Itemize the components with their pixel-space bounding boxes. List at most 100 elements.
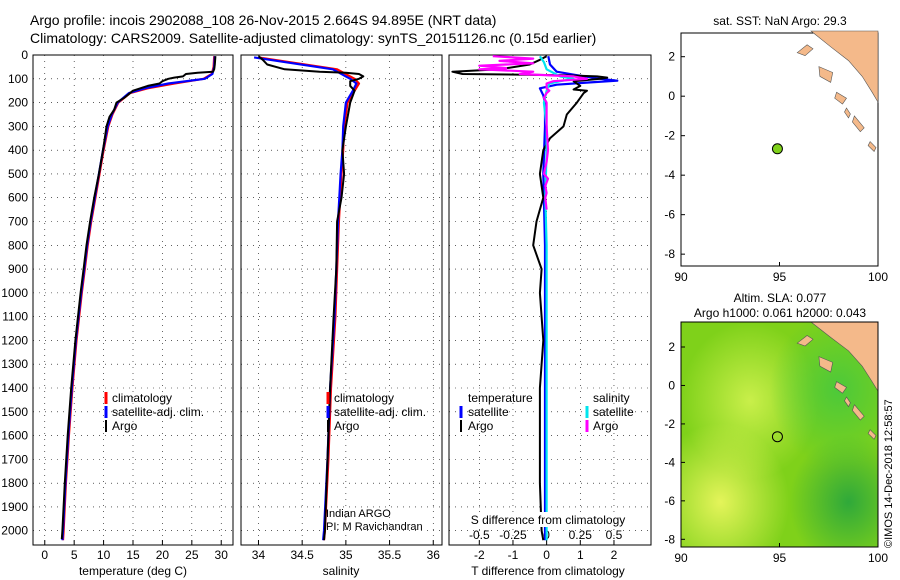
s-diff-tick-label: 0.25 (569, 528, 593, 542)
island (796, 44, 814, 57)
x-tick-label: 25 (185, 548, 199, 562)
map-y-tick-label: -8 (664, 247, 675, 261)
salinity-series (253, 55, 365, 541)
map-x-tick-label: 90 (674, 270, 688, 284)
annotation-line-1: Indian ARGO (326, 508, 391, 520)
map-x-tick-label: 100 (868, 270, 888, 284)
series-line-climatology (61, 56, 216, 541)
temperature-plot-frame (32, 54, 234, 546)
depth-tick-label: 1600 (1, 429, 28, 443)
depth-tick-label: 700 (8, 215, 28, 229)
depth-tick-label: 2000 (1, 524, 28, 538)
map-y-tick-label: -6 (664, 208, 675, 222)
temperature-legend: climatology satellite-adj. clim. Argo (104, 391, 204, 433)
x-tick-label: 1 (577, 548, 584, 562)
map-y-tick-label: -8 (664, 532, 675, 546)
x-tick-label: 15 (126, 548, 140, 562)
depth-tick-label: 1200 (1, 333, 28, 347)
legend-label-t-satellite: satellite (468, 405, 509, 419)
map-x-tick-label: 95 (773, 551, 787, 565)
x-tick-label: 34.5 (290, 548, 314, 562)
legend-label-satellite: satellite-adj. clim. (334, 405, 426, 419)
map-y-tick-label: 0 (668, 89, 675, 103)
annotation-line-2: PI: M Ravichandran (326, 521, 423, 533)
series-line-t-argo (451, 55, 609, 541)
depth-tick-label: 1500 (1, 405, 28, 419)
series-line-satellite-adj-clim- (61, 56, 216, 541)
x-tick-label: 35.5 (378, 548, 402, 562)
map-x-tick-label: 95 (773, 270, 787, 284)
temperature-panel: 0100200300400500600700800900100011001200… (1, 48, 234, 578)
legend-label-argo: Argo (334, 419, 360, 433)
legend-title-salinity: salinity (593, 391, 630, 405)
title-line-2: Climatology: CARS2009. Satellite-adjuste… (30, 30, 596, 46)
title-line-1: Argo profile: incois 2902088_108 26-Nov-… (30, 12, 496, 28)
depth-tick-label: 200 (8, 96, 28, 110)
sst-map-title: sat. SST: NaN Argo: 29.3 (713, 14, 847, 28)
legend-label-s-satellite: satellite (593, 405, 634, 419)
salinity-plot-frame (240, 54, 443, 546)
x-tick-label: 20 (156, 548, 170, 562)
sla-field-low-area-east (681, 322, 878, 547)
salinity-legend: climatology satellite-adj. clim. Argo (326, 391, 426, 433)
temperature-series (60, 56, 217, 541)
island (852, 115, 865, 133)
x-tick-label: 35 (339, 548, 353, 562)
map-x-tick-label: 90 (674, 551, 688, 565)
depth-tick-label: 1300 (1, 357, 28, 371)
depth-tick-label: 1400 (1, 381, 28, 395)
map-x-tick-label: 100 (868, 551, 888, 565)
depth-tick-label: 1100 (2, 310, 28, 324)
credit-text: ©IMOS 14-Dec-2018 12:58:57 (883, 399, 895, 548)
island (852, 404, 865, 421)
legend-label-t-argo: Argo (468, 419, 494, 433)
legend-label-s-argo: Argo (593, 419, 619, 433)
t-difference-x-label: T difference from climatology (471, 564, 625, 578)
sla-map-land (796, 321, 879, 440)
t-difference-x-tick-labels: -2 -1 0 1 2 (474, 548, 618, 562)
series-line-argo (60, 56, 217, 540)
x-tick-label: 5 (71, 548, 78, 562)
depth-tick-label: 500 (8, 167, 28, 181)
x-tick-label: -1 (508, 548, 519, 562)
series-line-s-argo (478, 55, 589, 210)
temperature-grid (33, 54, 233, 545)
depth-tick-labels: 0 100 200 300 400 500 600 700 800 900 1000 1100 1200… (1, 48, 28, 538)
island (796, 335, 814, 347)
depth-tick-label: 1700 (1, 452, 28, 466)
s-difference-x-label: S difference from climatology (471, 513, 626, 527)
x-tick-label: 30 (215, 548, 229, 562)
depth-tick-label: 1900 (1, 500, 28, 514)
map-y-tick-label: -4 (664, 168, 675, 182)
series-line-t-satellite (538, 55, 619, 541)
island (844, 396, 851, 408)
depth-tick-label: 0 (21, 48, 28, 62)
salinity-x-tick-labels: 34 34.5 35 35.5 36 (252, 548, 440, 562)
difference-grid (449, 54, 651, 545)
difference-legend-salinity: salinity satellite Argo (585, 391, 634, 433)
sst-map-ticks: 90 95 100 2 0 -2 -4 -6 -8 (664, 50, 888, 284)
legend-title-temperature: temperature (468, 391, 533, 405)
x-tick-label: 36 (427, 548, 441, 562)
x-tick-label: 2 (611, 548, 618, 562)
legend-label-satellite: satellite-adj. clim. (112, 405, 204, 419)
x-tick-label: 34 (252, 548, 266, 562)
x-tick-label: 0 (543, 548, 550, 562)
depth-tick-label: 800 (8, 238, 28, 252)
sla-map-ticks: 90 95 100 2 0 -2 -4 -6 -8 (664, 340, 888, 565)
depth-tick-label: 1000 (1, 286, 28, 300)
series-line-satellite-adj-clim- (253, 56, 358, 541)
sla-map-title-line-1: Altim. SLA: 0.077 (734, 291, 827, 305)
s-diff-tick-label: -0.25 (499, 528, 527, 542)
legend-label-argo: Argo (112, 419, 138, 433)
depth-tick-label: 600 (8, 191, 28, 205)
map-y-tick-label: 0 (668, 378, 675, 392)
temperature-x-label: temperature (deg C) (79, 564, 187, 578)
sumatra-coast (810, 30, 879, 104)
s-diff-tick-label: 0.5 (606, 528, 623, 542)
depth-tick-label: 900 (8, 262, 28, 276)
argo-position-marker (771, 431, 783, 443)
difference-panel: -2 -1 0 1 2 -0.5 -0.25 0 0.25 0.5 S difference f… (448, 54, 652, 578)
sst-map-panel: sat. SST: NaN Argo: 29.3 90 95 100 2 0 -2 -4 -6… (664, 14, 888, 284)
island (818, 356, 834, 373)
